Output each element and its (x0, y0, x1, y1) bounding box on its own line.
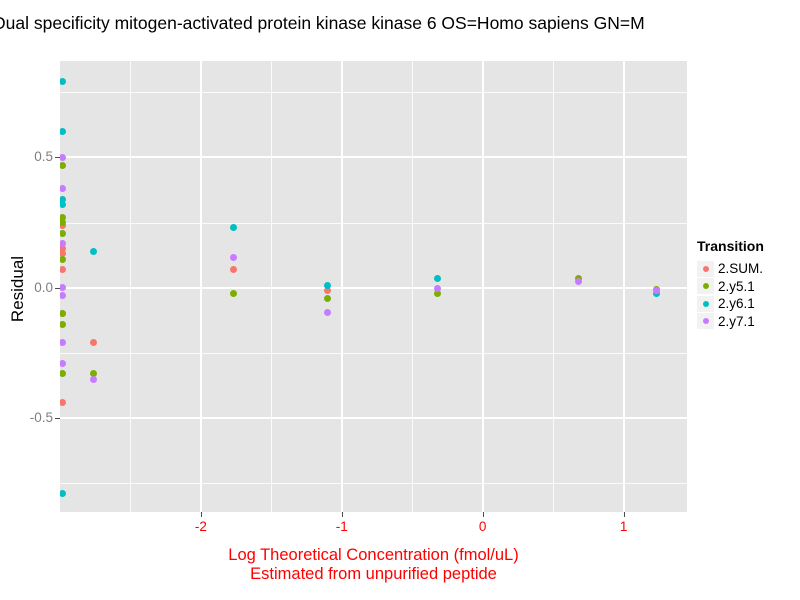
data-point (60, 245, 67, 253)
minor-gridline-v (271, 61, 273, 512)
y-axis-tick (55, 287, 60, 289)
data-point (60, 399, 67, 406)
legend-point-icon (702, 283, 709, 290)
data-point (60, 161, 67, 169)
data-point (60, 78, 67, 86)
x-axis-tick-label: 1 (619, 519, 628, 534)
major-gridline-h (60, 286, 687, 289)
data-point (90, 370, 98, 378)
data-point (90, 339, 98, 347)
minor-gridline-h (60, 92, 687, 94)
data-point (60, 195, 67, 203)
data-point (60, 310, 67, 318)
data-point (229, 266, 237, 274)
legend-key-swatch (697, 278, 714, 295)
x-axis-tick (623, 512, 625, 517)
x-axis-tick-label: -2 (194, 519, 207, 534)
x-axis-tick (341, 512, 343, 517)
data-point (60, 219, 67, 227)
data-point (324, 294, 332, 302)
data-point (60, 153, 67, 161)
plot-title: Dual specificity mitogen-activated prote… (0, 13, 645, 33)
data-point (60, 266, 67, 274)
data-point (60, 292, 67, 300)
data-point (60, 359, 67, 367)
data-point (60, 490, 67, 498)
legend-point-icon (702, 318, 709, 325)
data-point (575, 277, 582, 285)
data-point (434, 285, 442, 293)
data-point (229, 224, 237, 232)
data-point (324, 286, 332, 294)
legend-item-label: 2.y6.1 (718, 296, 755, 312)
x-axis-tick (200, 512, 202, 517)
legend-item-label: 2.SUM. (718, 261, 764, 277)
x-axis-title-line2: Estimated from unpurified peptide (250, 565, 497, 583)
minor-gridline-v (553, 61, 555, 512)
minor-gridline-h (60, 352, 687, 354)
legend-key-swatch (697, 313, 714, 330)
y-axis-tick (55, 418, 60, 420)
data-point (60, 185, 67, 193)
y-axis-tick-label: 0.5 (34, 149, 53, 165)
data-point (229, 254, 237, 262)
plot-panel (60, 61, 687, 512)
major-gridline-h (60, 156, 687, 159)
legend-key-swatch (697, 260, 714, 277)
legend-item: 2.SUM. (697, 260, 764, 278)
legend-rows: 2.SUM. 2.y5.1 2.y6.1 2.y7.1 (697, 260, 764, 330)
data-point (324, 309, 332, 317)
data-point (60, 255, 67, 263)
data-point (60, 213, 67, 221)
data-point (229, 289, 237, 297)
legend-title: Transition (697, 238, 764, 254)
minor-gridline-v (412, 61, 414, 512)
data-point (324, 281, 332, 289)
data-point (60, 370, 67, 378)
x-axis-tick-label: -1 (335, 519, 348, 534)
legend-item: 2.y7.1 (697, 313, 764, 331)
x-axis-title-line1: Log Theoretical Concentration (fmol/uL) (228, 546, 519, 564)
data-point (60, 239, 67, 247)
major-gridline-h (60, 417, 687, 420)
data-point (434, 289, 442, 297)
y-axis-tick-label: 0.0 (34, 279, 53, 295)
major-gridline-v (481, 61, 484, 512)
x-axis-tick-label: 0 (478, 519, 487, 534)
minor-gridline-h (60, 483, 687, 485)
legend-item: 2.y5.1 (697, 278, 764, 296)
major-gridline-v (199, 61, 202, 512)
legend-item: 2.y6.1 (697, 295, 764, 313)
data-point (60, 339, 67, 347)
x-axis-tick (482, 512, 484, 517)
data-point (90, 247, 98, 255)
y-axis-tick-label: -0.5 (29, 410, 53, 426)
minor-gridline-v (130, 61, 132, 512)
legend-point-icon (702, 265, 709, 272)
data-point (90, 375, 98, 383)
legend-item-label: 2.y7.1 (718, 313, 755, 329)
legend-point-icon (702, 300, 709, 307)
legend: Transition 2.SUM. 2.y5.1 2.y6.1 2.y7.1 (697, 238, 764, 330)
data-point (652, 287, 660, 295)
data-point (60, 229, 67, 237)
minor-gridline-h (60, 222, 687, 224)
data-point (60, 127, 67, 135)
data-point (60, 200, 67, 208)
y-axis-tick (55, 157, 60, 159)
data-point (434, 275, 442, 283)
data-point (60, 250, 67, 258)
major-gridline-v (622, 61, 625, 512)
x-axis-title: Log Theoretical Concentration (fmol/uL) … (60, 546, 687, 584)
data-point (60, 320, 67, 328)
legend-item-label: 2.y5.1 (718, 278, 755, 294)
data-point (60, 284, 67, 292)
major-gridline-v (340, 61, 343, 512)
legend-key-swatch (697, 295, 714, 312)
